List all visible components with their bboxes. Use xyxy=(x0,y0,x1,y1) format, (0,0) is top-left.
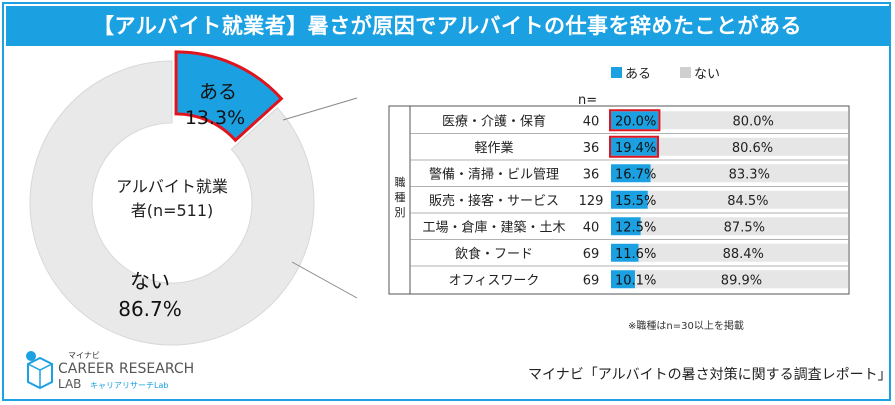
donut-chart xyxy=(29,50,315,346)
highlight-box xyxy=(609,135,659,158)
bar-no xyxy=(658,111,848,130)
bar-no xyxy=(640,217,848,236)
bar-no xyxy=(634,270,848,289)
data-label-no: 89.9% xyxy=(721,273,762,288)
category-label: オフィスワーク xyxy=(449,273,540,288)
data-label-yes: 16.7% xyxy=(615,167,656,182)
bar-yes xyxy=(611,111,659,130)
bar-no xyxy=(650,164,848,183)
bar-yes xyxy=(611,217,641,236)
chart-title: 【アルバイト就業者】暑さが原因でアルバイトの仕事を辞めたことがある xyxy=(6,6,889,46)
legend-no-swatch xyxy=(680,67,691,78)
group-label-char: 種 xyxy=(395,190,406,204)
category-label: 飲食・フード xyxy=(455,246,533,262)
group-label: 職種別 xyxy=(395,176,406,219)
data-label-no: 88.4% xyxy=(723,247,764,262)
bar-no xyxy=(647,190,848,209)
data-label-no: 80.0% xyxy=(733,114,774,129)
logo-line1: CAREER RESEARCH xyxy=(58,361,194,377)
highlight-box xyxy=(609,109,661,132)
category-label: 軽作業 xyxy=(474,140,513,156)
data-label-yes: 15.5% xyxy=(615,194,656,209)
n-value: 69 xyxy=(583,247,600,262)
donut-slice-yes xyxy=(174,50,284,143)
connector-line-top xyxy=(282,97,358,121)
donut-no-label: ない xyxy=(130,269,170,293)
data-label-no: 87.5% xyxy=(724,220,765,235)
data-label-no: 84.5% xyxy=(727,194,768,209)
data-label-yes: 10.1% xyxy=(615,273,656,288)
bar-yes xyxy=(611,190,648,209)
data-label-yes: 12.5% xyxy=(615,220,656,235)
category-label: 工場・倉庫・建築・土木 xyxy=(422,220,565,235)
legend-yes-swatch xyxy=(611,67,622,78)
data-label-yes: 19.4% xyxy=(615,141,656,156)
logo-sub-text: キャリアリサーチLab xyxy=(90,381,168,390)
n-value: 36 xyxy=(583,141,600,156)
bar-no xyxy=(656,137,848,156)
legend-yes-label: ある xyxy=(625,67,651,82)
n-value: 36 xyxy=(583,167,600,182)
logo-top-text: マイナビ xyxy=(68,351,100,360)
figure-frame xyxy=(2,2,891,401)
n-header: n= xyxy=(578,93,597,108)
bar-no xyxy=(638,243,848,262)
category-label: 医療・介護・保育 xyxy=(442,113,546,129)
logo-dot-icon xyxy=(26,351,36,361)
donut-slice-no xyxy=(29,60,315,346)
group-label-char: 別 xyxy=(395,206,406,219)
donut-center-label-1: アルバイト就業 xyxy=(116,177,228,196)
donut-no-value: 86.7% xyxy=(118,297,182,321)
n-value: 40 xyxy=(583,114,600,129)
logo-cube-icon xyxy=(27,356,53,390)
data-label-no: 83.3% xyxy=(729,167,770,182)
category-label: 販売・接客・サービス xyxy=(429,193,559,209)
n-value: 40 xyxy=(583,220,600,235)
data-label-yes: 20.0% xyxy=(615,114,656,129)
legend-no-label: ない xyxy=(694,67,720,82)
data-label-yes: 11.6% xyxy=(615,247,656,262)
n-value: 129 xyxy=(579,194,604,209)
donut-center-label-2: 者(n=511) xyxy=(131,201,214,220)
connector-line-bottom xyxy=(291,261,358,299)
donut-yes-label: ある xyxy=(199,81,237,103)
category-label: 警備・清掃・ビル管理 xyxy=(429,166,559,182)
bar-yes xyxy=(611,164,651,183)
footnote: ※職種はn=30以上を掲載 xyxy=(628,321,744,332)
bar-yes xyxy=(611,137,657,156)
bar-yes xyxy=(611,270,635,289)
group-label-char: 職 xyxy=(395,176,406,189)
n-value: 69 xyxy=(583,273,600,288)
table-frame xyxy=(388,105,850,295)
bar-yes xyxy=(611,243,639,262)
source-text: マイナビ「アルバイトの暑さ対策に関する調査レポート」 xyxy=(528,367,892,383)
donut-yes-value: 13.3% xyxy=(185,107,245,129)
bar-chart: 医療・介護・保育 40 20.0% 80.0% 軽作業 36 19.4% 80.6% 警備・清掃… xyxy=(410,109,849,289)
career-research-lab-logo: マイナビ CAREER RESEARCH LAB キャリアリサーチLab xyxy=(26,351,194,391)
data-label-no: 80.6% xyxy=(732,141,773,156)
logo-line2: LAB xyxy=(58,377,81,391)
